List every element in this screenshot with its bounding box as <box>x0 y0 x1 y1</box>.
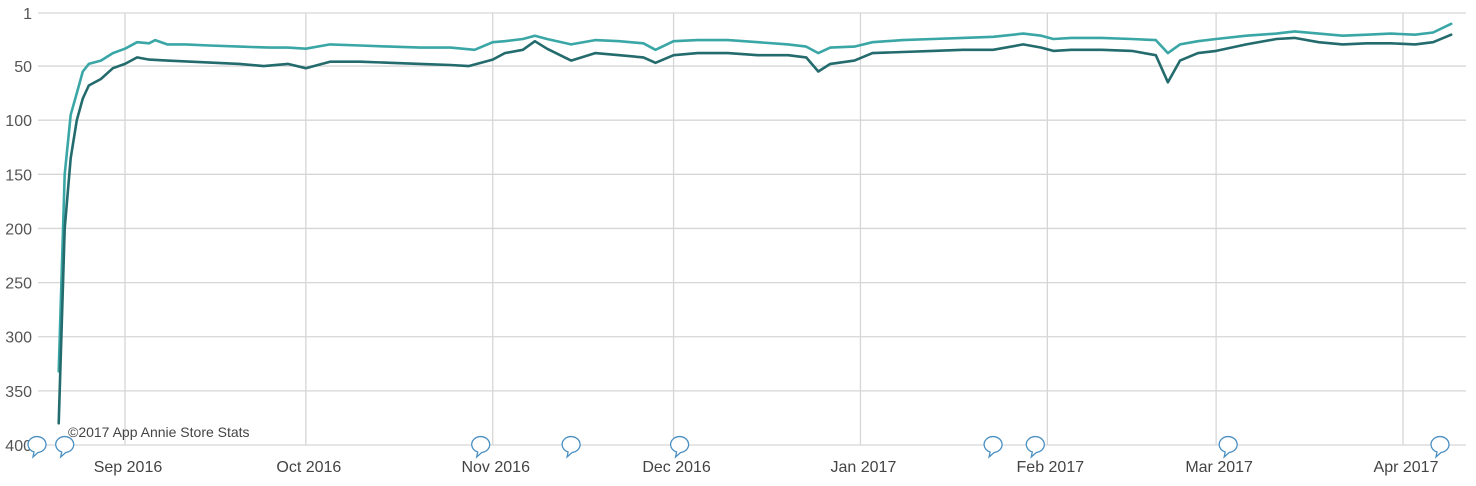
speech-bubble-icon <box>471 435 491 459</box>
x-tick-label: Nov 2016 <box>461 459 530 476</box>
x-tick-label: Oct 2016 <box>276 459 341 476</box>
speech-bubble-icon <box>1218 435 1238 459</box>
copyright-label: ©2017 App Annie Store Stats <box>68 424 250 440</box>
speech-bubble-icon <box>1430 435 1450 459</box>
annotation-marker[interactable] <box>1218 435 1238 459</box>
x-axis: Sep 2016 Oct 2016 Nov 2016 Dec 2016 Jan 2017… <box>94 459 1439 476</box>
x-tick-label: Sep 2016 <box>94 459 163 476</box>
x-tick-label: Mar 2017 <box>1185 459 1253 476</box>
speech-bubble-icon <box>669 435 690 459</box>
annotation-marker[interactable] <box>561 435 581 459</box>
annotation-marker[interactable] <box>983 435 1003 459</box>
y-tick-label: 200 <box>5 221 32 238</box>
annotation-marker[interactable] <box>55 435 75 459</box>
x-tick-label: Dec 2016 <box>642 459 711 476</box>
speech-bubble-icon <box>561 435 581 459</box>
annotation-marker[interactable] <box>27 435 47 459</box>
grid <box>38 12 1466 446</box>
annotation-marker[interactable] <box>1430 435 1450 459</box>
series-line-1 <box>57 22 1453 373</box>
speech-bubble-icon <box>983 435 1003 459</box>
annotation-markers <box>27 435 1450 459</box>
speech-bubble-icon <box>27 435 47 459</box>
x-tick-label: Feb 2017 <box>1017 459 1085 476</box>
y-tick-label: 1 <box>23 6 32 23</box>
annotation-marker[interactable] <box>471 435 491 459</box>
y-tick-label: 300 <box>5 330 32 347</box>
annotation-marker[interactable] <box>1025 435 1045 459</box>
series-line-2 <box>57 33 1453 425</box>
y-tick-label: 350 <box>5 384 32 401</box>
y-tick-label: 150 <box>5 167 32 184</box>
y-tick-label: 400 <box>5 438 32 455</box>
speech-bubble-icon <box>55 435 75 459</box>
y-tick-label: 100 <box>5 113 32 130</box>
y-tick-label: 250 <box>5 276 32 293</box>
y-tick-label: 50 <box>14 59 32 76</box>
plot-area <box>57 22 1453 425</box>
annotation-marker[interactable] <box>669 435 690 459</box>
speech-bubble-icon <box>1025 435 1045 459</box>
x-tick-label: Apr 2017 <box>1374 459 1439 476</box>
x-tick-label: Jan 2017 <box>831 459 897 476</box>
